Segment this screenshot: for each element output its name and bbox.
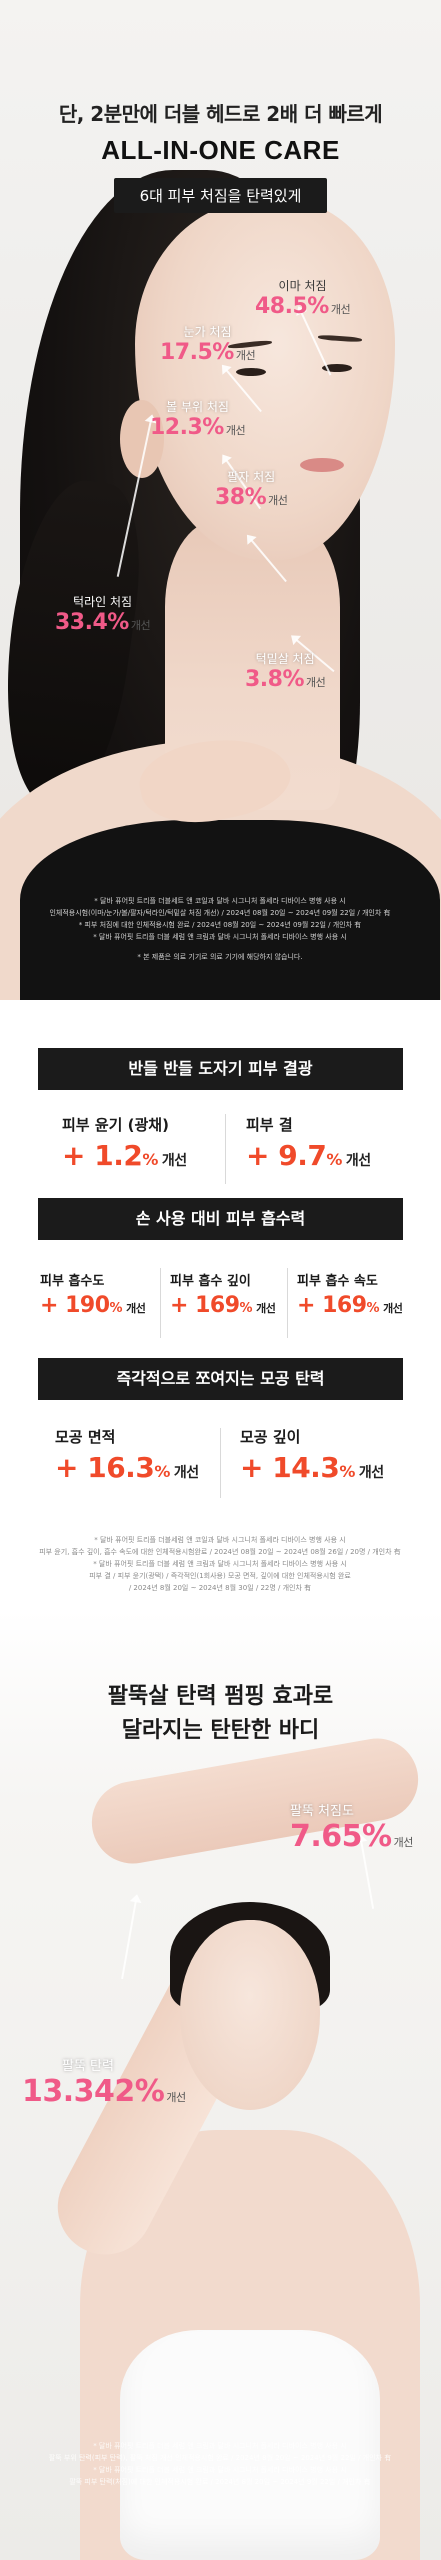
metric-arm-sagging: 팔뚝 처짐도 7.65% 개선	[290, 1800, 413, 1854]
result-value: + 14.3% 개선	[240, 1451, 384, 1484]
fineprint-line: 인체적용시험(이마/눈가/볼/팔자/턱라인/턱밑살 처짐 개선) / 2024년…	[49, 909, 391, 917]
metric-value: 12.3% 개선	[150, 415, 246, 440]
result-absorption: 피부 흡수도 + 190% 개선	[40, 1270, 146, 1318]
metric-nasolabial: 팔자 처짐 38% 개선	[215, 468, 288, 510]
metric-value: 38% 개선	[215, 485, 288, 510]
metric-value: 7.65% 개선	[290, 1819, 413, 1854]
left-eye	[236, 368, 266, 376]
result-label: 피부 흡수 속도	[297, 1274, 378, 1289]
fineprint-line: 팔뚝 피부 탄력(처짐)에 대한 인체적용시험 완료 / 2024년 8월 20…	[69, 2478, 371, 2486]
result-value: + 16.3% 개선	[55, 1451, 199, 1484]
divider	[287, 1268, 288, 1338]
body-title-line: 달라지는 탄탄한 바디	[121, 1718, 320, 1743]
metric-eye: 눈가 처짐 17.5% 개선	[160, 323, 256, 365]
right-eye	[322, 364, 352, 372]
arm-lift-arrow-icon	[121, 1900, 137, 1980]
hero-subtitle: 단, 2분만에 더블 헤드로 2배 더 빠르게	[58, 102, 383, 126]
metric-jawline: 턱라인 처짐 33.4% 개선	[55, 593, 151, 635]
face-illustration	[135, 200, 395, 560]
section-heading-pore: 즉각적으로 쪼여지는 모공 탄력	[38, 1358, 403, 1400]
metric-chin: 턱밑살 처짐 3.8% 개선	[245, 650, 326, 692]
result-absorption-depth: 피부 흡수 깊이 + 169% 개선	[170, 1270, 276, 1318]
results-section: 반들 반들 도자기 피부 결광 피부 윤기 (광채) + 1.2% 개선 피부 결…	[0, 1000, 441, 1592]
divider	[225, 1114, 226, 1184]
fineprint-line: * 달바 퓨어핏 트리플 더블 세럼 앤 크림과 달바 시그니처 폴세라 디바이…	[93, 2466, 347, 2474]
result-pore-area: 모공 면적 + 16.3% 개선	[55, 1426, 199, 1484]
result-label: 피부 흡수 깊이	[170, 1274, 251, 1289]
body-section: 팔뚝살 탄력 펌핑 효과로 달라지는 탄탄한 바디 팔뚝 처짐도 7.65% 개선…	[0, 1610, 441, 2560]
fineprint-line: * 달바 퓨어핏 트리플 더블 세럼 앤 크림과 달바 시그니처 폴세라 디바이…	[93, 1560, 347, 1568]
result-label: 피부 흡수도	[40, 1274, 105, 1289]
result-pore-depth: 모공 깊이 + 14.3% 개선	[240, 1426, 384, 1484]
metric-label: 이마 처짐	[278, 279, 327, 293]
fineprint-line: * 본 제품은 의료 기기로 의료 기기에 해당하지 않습니다.	[137, 953, 303, 961]
body-fineprint: * 달바 퓨어핏 트리플 더블 세럼 앤 크림과 달바 시그니처 폴세라 디바이…	[40, 2440, 400, 2488]
result-skin-texture: 피부 결 + 9.7% 개선	[246, 1114, 371, 1172]
metric-value: 33.4% 개선	[55, 610, 151, 635]
metric-value: 3.8% 개선	[245, 667, 326, 692]
result-value: + 169% 개선	[170, 1293, 276, 1318]
metric-label: 팔뚝 처짐도	[290, 1804, 354, 1819]
result-value: + 9.7% 개선	[246, 1139, 371, 1172]
fineprint-line: * 피부 처짐에 대한 인체적용시험 완료 / 2024년 08월 20일 ~ …	[78, 921, 362, 929]
result-label: 모공 깊이	[240, 1428, 301, 1446]
fineprint-line: 피부 결 / 피부 윤기(광택) / 즉각적인(1회사용) 모공 면적, 깊이에…	[89, 1572, 351, 1580]
divider	[160, 1268, 161, 1338]
hero-section: 단, 2분만에 더블 헤드로 2배 더 빠르게 ALL-IN-ONE CARE …	[0, 0, 441, 1000]
divider	[220, 1428, 221, 1498]
result-label: 피부 윤기 (광채)	[62, 1116, 169, 1134]
result-label: 모공 면적	[55, 1428, 116, 1446]
result-value: + 1.2% 개선	[62, 1139, 187, 1172]
metric-label: 턱밑살 처짐	[255, 652, 315, 666]
fineprint-line: / 2024년 8월 20일 ~ 2024년 8월 30일 / 22명 / 개인…	[128, 1584, 312, 1592]
fineprint-line: * 달바 퓨어핏 트리플 더블 세럼 앤 크림과 달바 시그니처 폴세라 디바이…	[93, 2442, 347, 2450]
fineprint-line: * 달바 퓨어핏 트리플 더블 세럼 앤 크림과 달바 시그니처 폴세라 디바이…	[93, 933, 347, 941]
results-fineprint: * 달바 퓨어핏 트리플 더블세럼 앤 코일과 달바 시그니처 폴세라 디바이스…	[30, 1534, 410, 1594]
result-absorption-speed: 피부 흡수 속도 + 169% 개선	[297, 1270, 403, 1318]
metric-label: 팔자 처짐	[227, 470, 276, 484]
metric-forehead: 이마 처짐 48.5% 개선	[255, 277, 351, 319]
sports-top-illustration	[120, 2330, 380, 2560]
metric-label: 턱라인 처짐	[73, 595, 133, 609]
result-skin-gloss: 피부 윤기 (광채) + 1.2% 개선	[62, 1114, 187, 1172]
black-top-illustration	[20, 820, 440, 1000]
metric-cheek: 볼 부위 처짐 12.3% 개선	[150, 398, 246, 440]
result-value: + 169% 개선	[297, 1293, 403, 1318]
result-value: + 190% 개선	[40, 1293, 146, 1318]
face-illustration	[180, 1920, 320, 2110]
metric-value: 48.5% 개선	[255, 294, 351, 319]
metric-label: 눈가 처짐	[183, 325, 232, 339]
hero-fineprint: * 달바 퓨어핏 트리플 더블세트 앤 코일과 달바 시그니처 폴세라 디바이스…	[40, 895, 400, 963]
fineprint-line: * 달바 퓨어핏 트리플 더블세트 앤 코일과 달바 시그니처 폴세라 디바이스…	[94, 897, 346, 905]
hero-title: ALL-IN-ONE CARE	[101, 135, 340, 165]
metric-value: 13.342% 개선	[22, 2074, 186, 2109]
hero-pill-label: 6대 피부 처짐을 탄력있게	[113, 178, 328, 213]
metric-arm-elasticity: 팔뚝 탄력 13.342% 개선	[22, 2055, 186, 2109]
fineprint-line: 팔뚝 부위 탄력(피부 탄력), 팔뚝 처짐 개선 인체적용시험 완료 / 20…	[48, 2454, 392, 2462]
lips-illustration	[300, 458, 344, 472]
fineprint-line: * 달바 퓨어핏 트리플 더블세럼 앤 코일과 달바 시그니처 폴세라 디바이스…	[94, 1536, 346, 1544]
body-title-line: 팔뚝살 탄력 펌핑 효과로	[107, 1684, 334, 1709]
section-heading-gloss: 반들 반들 도자기 피부 결광	[38, 1048, 403, 1090]
body-title: 팔뚝살 탄력 펌핑 효과로 달라지는 탄탄한 바디	[0, 1680, 441, 1748]
metric-label: 볼 부위 처짐	[166, 400, 229, 414]
section-heading-absorption: 손 사용 대비 피부 흡수력	[38, 1198, 403, 1240]
hero-heading: 단, 2분만에 더블 헤드로 2배 더 빠르게 ALL-IN-ONE CARE …	[0, 98, 441, 213]
result-label: 피부 결	[246, 1116, 293, 1134]
fineprint-line: 피부 윤기, 흡수 깊이, 흡수 속도에 대한 인체적용시험완료 / 2024년…	[39, 1548, 401, 1556]
metric-value: 17.5% 개선	[160, 340, 256, 365]
metric-label: 팔뚝 탄력	[62, 2059, 114, 2074]
